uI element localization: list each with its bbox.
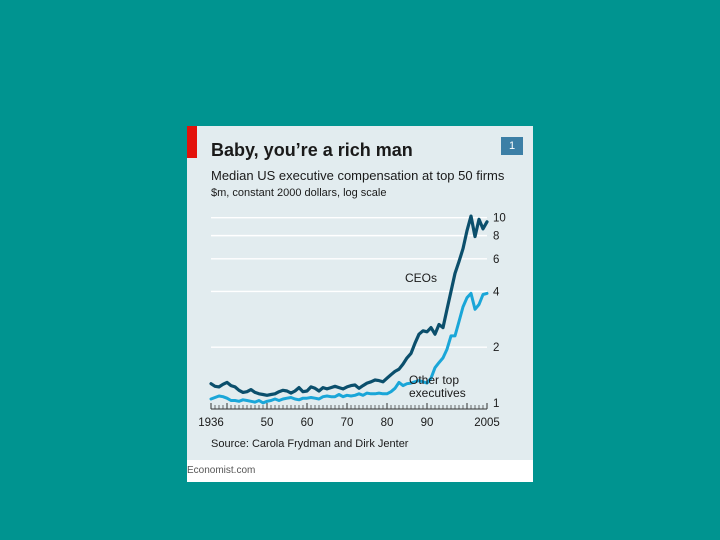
y-tick-label-6: 6	[493, 254, 499, 266]
y-tick-label-2: 2	[493, 342, 499, 354]
economist-footer: Economist.com	[187, 465, 256, 476]
y-tick-label-1: 1	[493, 398, 499, 410]
series-line-ceos	[209, 214, 489, 397]
x-tick-label-1936: 1936	[198, 417, 224, 429]
chart-title: Baby, you’re a rich man	[211, 140, 413, 160]
annotation-other-executives: executives	[409, 386, 466, 400]
x-tick-label-90: 90	[421, 417, 434, 429]
chart-source: Source: Carola Frydman and Dirk Jenter	[211, 438, 409, 450]
x-tick-label-60: 60	[301, 417, 314, 429]
y-tick-label-4: 4	[493, 286, 500, 298]
x-tick-label-2005: 2005	[474, 417, 500, 429]
series-line-other-executives	[209, 291, 489, 405]
y-tick-label-10: 10	[493, 213, 506, 225]
annotation-ceos: CEOs	[405, 271, 437, 285]
y-tick-label-8: 8	[493, 231, 499, 243]
x-tick-label-80: 80	[381, 417, 394, 429]
chart-card: 1 Baby, you’re a rich man Median US exec…	[187, 126, 533, 482]
chart-panel: 1 Baby, you’re a rich man Median US exec…	[187, 126, 533, 460]
chart-subtitle: Median US executive compensation at top …	[211, 168, 505, 183]
chart-number-badge: 1	[501, 137, 523, 155]
annotation-other-executives: Other top	[409, 373, 459, 387]
chart-units: $m, constant 2000 dollars, log scale	[211, 187, 387, 199]
economist-red-tab	[187, 126, 197, 158]
x-tick-label-70: 70	[341, 417, 354, 429]
chart-plot-area: 10 8 6 4 2 1 1936 50 60 70 80 90 2005 CEOs Other topex…	[198, 213, 506, 429]
x-tick-label-50: 50	[261, 417, 274, 429]
